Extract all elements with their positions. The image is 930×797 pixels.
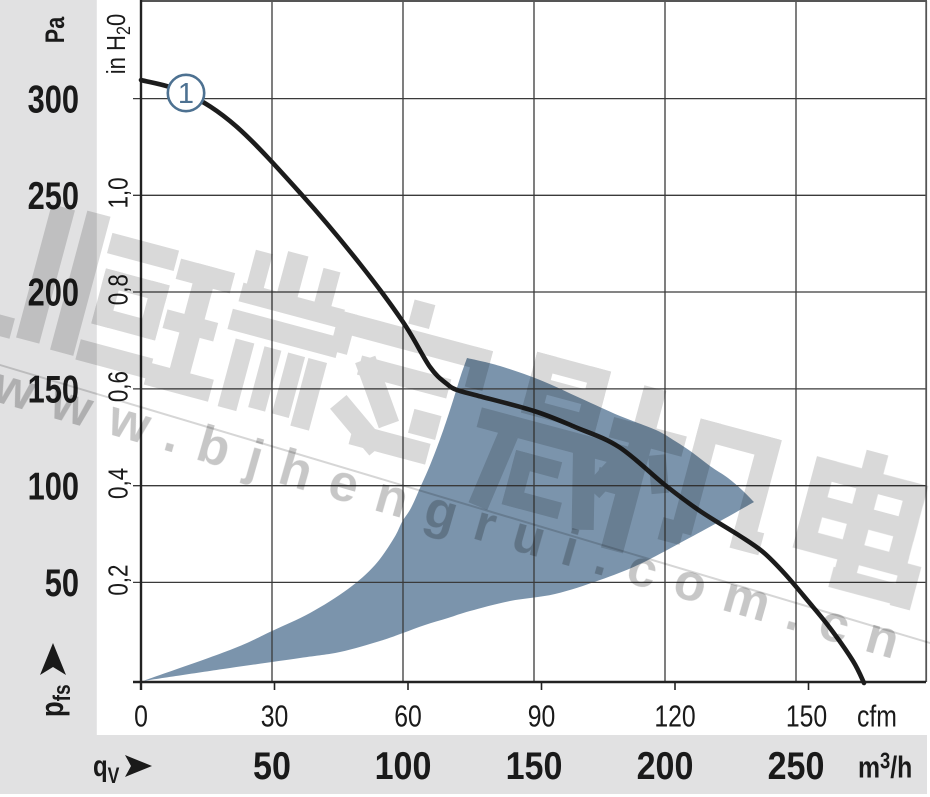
svg-text:0,4: 0,4: [103, 468, 134, 499]
svg-text:150: 150: [506, 744, 563, 787]
svg-text:m3/h: m3/h: [858, 749, 912, 785]
svg-text:250: 250: [28, 175, 79, 218]
svg-text:0,6: 0,6: [103, 371, 134, 402]
svg-text:50: 50: [45, 562, 79, 605]
svg-text:100: 100: [375, 744, 432, 787]
svg-text:cfm: cfm: [857, 699, 897, 733]
svg-text:0,8: 0,8: [103, 274, 134, 305]
svg-text:0: 0: [134, 699, 148, 733]
svg-text:150: 150: [786, 699, 827, 733]
svg-text:in H20: in H20: [102, 14, 134, 75]
svg-text:250: 250: [768, 744, 825, 787]
svg-text:Pa: Pa: [41, 16, 71, 43]
svg-text:30: 30: [261, 699, 289, 733]
svg-text:50: 50: [253, 744, 291, 787]
svg-text:150: 150: [28, 368, 79, 411]
svg-text:0,2: 0,2: [103, 565, 134, 596]
svg-text:90: 90: [528, 699, 556, 733]
svg-text:200: 200: [637, 744, 694, 787]
svg-text:200: 200: [28, 271, 79, 314]
svg-text:120: 120: [654, 699, 695, 733]
svg-text:1,0: 1,0: [103, 177, 134, 208]
svg-text:60: 60: [394, 699, 422, 733]
svg-text:1: 1: [178, 78, 194, 110]
svg-text:300: 300: [28, 78, 79, 121]
svg-text:100: 100: [28, 465, 79, 508]
